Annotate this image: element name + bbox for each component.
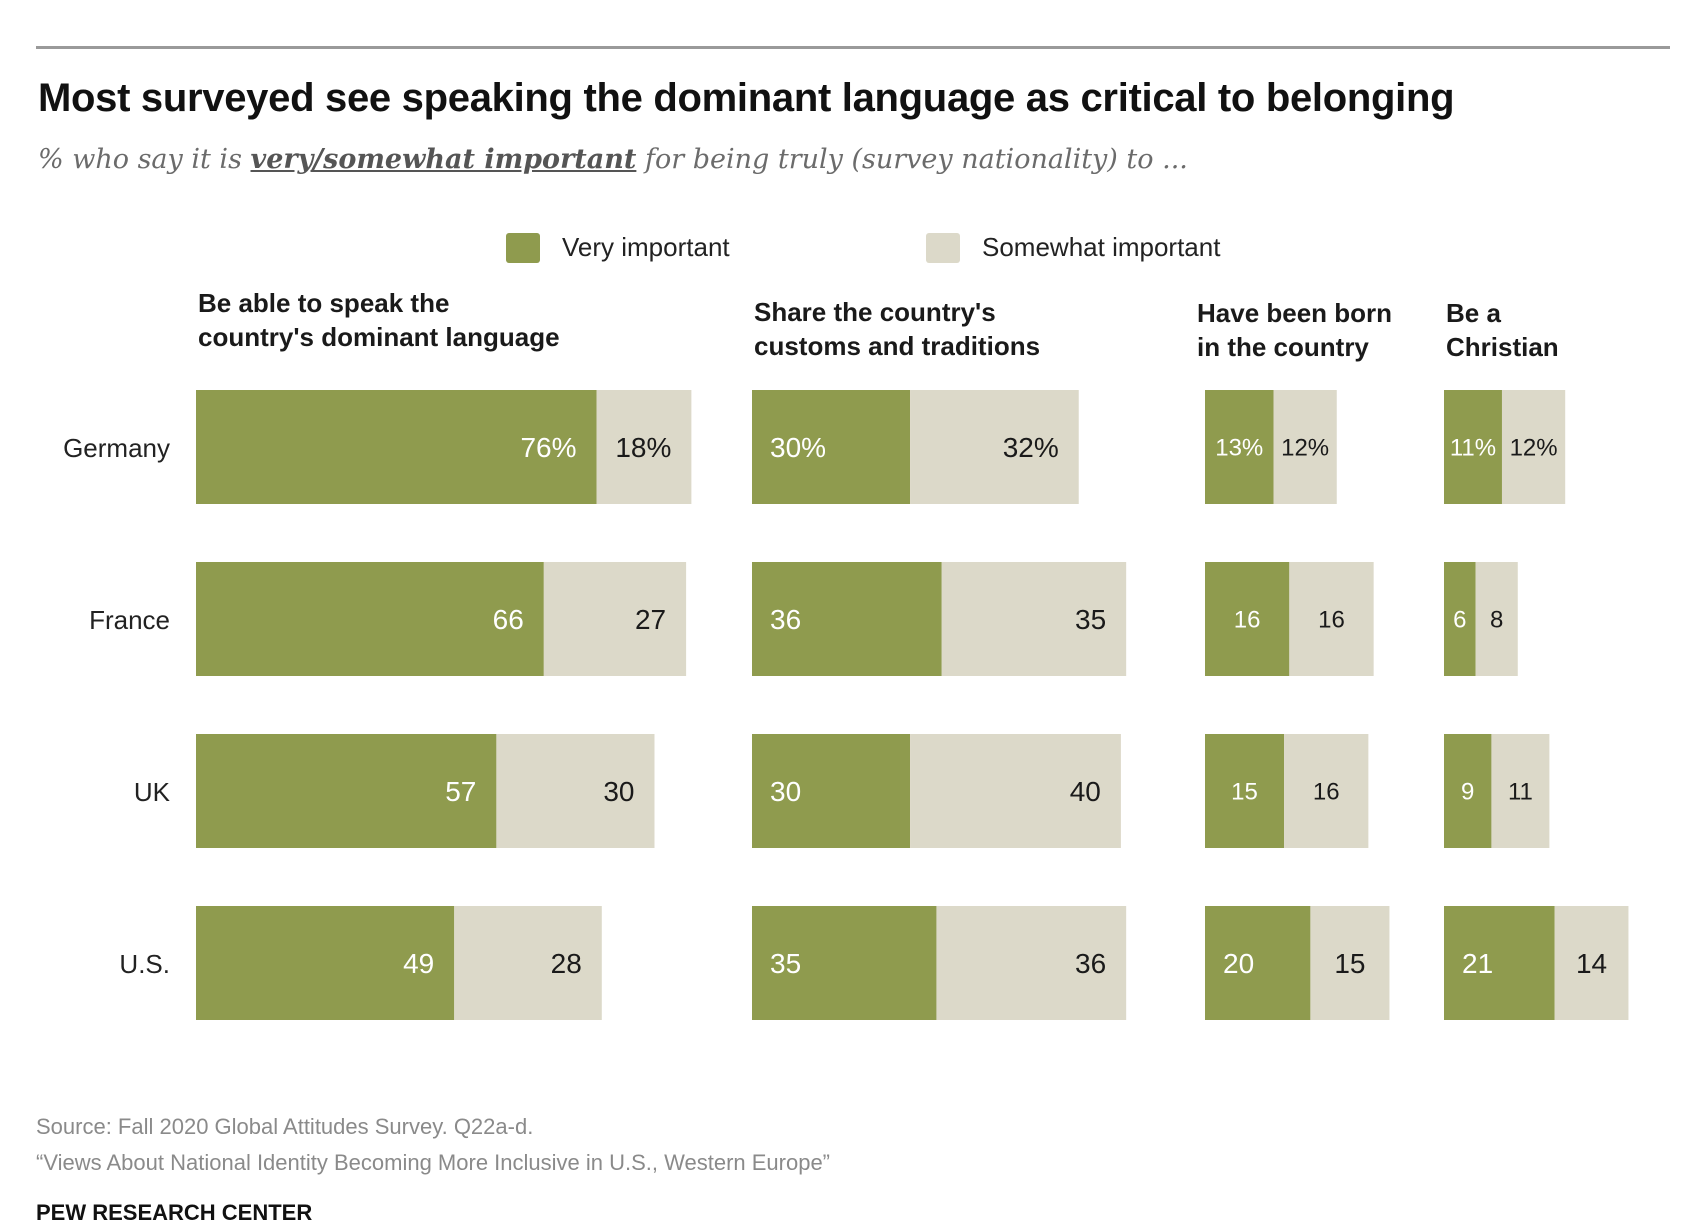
bar-christian-us-somewhat-label: 14: [1576, 948, 1607, 979]
row-label-germany: Germany: [63, 433, 170, 463]
bar-language-us-very: [196, 906, 455, 1020]
bar-language-germany-very: [196, 390, 597, 504]
bar-christian-france-very-label: 6: [1453, 607, 1466, 634]
chart-title: Most surveyed see speaking the dominant …: [38, 76, 1455, 120]
subtitle-suffix: for being truly (survey nationality) to …: [636, 144, 1188, 175]
panel-title-born-line1: Have been born: [1197, 298, 1393, 328]
bar-customs-us-somewhat: [936, 906, 1127, 1020]
panel-title-christian-line2: Christian: [1446, 332, 1559, 362]
panel-title-christian: Be a Christian: [1446, 296, 1559, 364]
panel-title-customs: Share the country's customs and traditio…: [754, 295, 1040, 363]
panel-title-christian-line1: Be a: [1446, 298, 1501, 328]
pew-brand: PEW RESEARCH CENTER: [36, 1200, 313, 1225]
legend-label-somewhat-important: Somewhat important: [982, 232, 1221, 262]
legend-label-very-important: Very important: [562, 232, 730, 262]
subtitle-prefix: % who say it is: [38, 144, 251, 175]
panel-title-born: Have been born in the country: [1197, 296, 1392, 364]
bar-customs-uk-somewhat-label: 40: [1070, 776, 1101, 807]
bar-christian-germany-very-label: 11%: [1450, 435, 1496, 462]
bar-christian-germany-very: [1444, 390, 1502, 504]
row-label-france: France: [89, 605, 170, 635]
bar-language-us-somewhat-label: 28: [551, 948, 582, 979]
legend-swatch-somewhat-important: [926, 232, 960, 263]
report-title: “Views About National Identity Becoming …: [36, 1150, 831, 1175]
bar-language-uk-very: [196, 734, 497, 848]
bar-christian-france-somewhat: [1475, 562, 1518, 676]
bar-born-us-somewhat: [1310, 906, 1390, 1020]
bar-christian-us-very-label: 21: [1462, 948, 1493, 979]
bar-language-germany-very-label: 76%: [520, 432, 576, 463]
panel-title-born-line2: in the country: [1197, 332, 1369, 362]
bar-born-us-very-label: 20: [1223, 948, 1254, 979]
bar-customs-germany-very: [752, 390, 911, 504]
bar-born-us-very: [1205, 906, 1311, 1020]
bar-customs-uk-somewhat: [910, 734, 1121, 848]
bar-language-germany-somewhat: [596, 390, 692, 504]
bar-language-us-somewhat: [454, 906, 602, 1020]
bar-language-france-somewhat-label: 27: [635, 604, 666, 635]
bar-christian-uk-somewhat-label: 11: [1508, 779, 1533, 806]
bar-christian-us-somewhat: [1554, 906, 1629, 1020]
bar-born-france-very: [1205, 562, 1290, 676]
bar-christian-uk-very-label: 9: [1461, 779, 1474, 806]
bar-language-uk-somewhat-label: 30: [603, 776, 634, 807]
bar-customs-germany-somewhat: [910, 390, 1079, 504]
row-label-us: U.S.: [119, 949, 170, 979]
bar-born-uk-very: [1205, 734, 1285, 848]
legend-somewhat-important: Somewhat important: [926, 232, 1220, 263]
bar-customs-us-very-label: 35: [770, 948, 801, 979]
legend-swatch-very-important: [506, 232, 540, 263]
bar-born-germany-very: [1205, 390, 1274, 504]
bar-christian-us-very: [1444, 906, 1555, 1020]
panel-title-customs-line1: Share the country's: [754, 297, 996, 327]
row-label-uk: UK: [133, 777, 170, 807]
bar-language-uk-very-label: 57: [445, 776, 476, 807]
bar-customs-france-somewhat: [941, 562, 1127, 676]
panel-title-language-line1: Be able to speak the: [198, 288, 450, 318]
bar-born-germany-very-label: 13%: [1215, 435, 1263, 462]
bar-christian-germany-somewhat-label: 12%: [1510, 435, 1558, 462]
bar-christian-france-very: [1444, 562, 1476, 676]
panel-title-customs-line2: customs and traditions: [754, 331, 1041, 361]
bar-christian-uk-very: [1444, 734, 1492, 848]
source-note: Source: Fall 2020 Global Attitudes Surve…: [36, 1114, 534, 1139]
bar-born-france-very-label: 16: [1234, 607, 1261, 634]
bar-customs-uk-very-label: 30: [770, 776, 801, 807]
bar-language-france-very: [196, 562, 544, 676]
bar-customs-us-very: [752, 906, 937, 1020]
bar-christian-germany-somewhat: [1501, 390, 1566, 504]
top-rule: [36, 46, 1670, 49]
bar-language-france-very-label: 66: [493, 604, 524, 635]
bar-customs-germany-very-label: 30%: [770, 432, 826, 463]
bar-christian-uk-somewhat: [1491, 734, 1550, 848]
bar-language-france-somewhat: [543, 562, 687, 676]
bar-language-us-very-label: 49: [403, 948, 434, 979]
bar-customs-germany-somewhat-label: 32%: [1003, 432, 1059, 463]
panel-title-language: Be able to speak the country's dominant …: [198, 286, 560, 354]
bar-customs-france-very: [752, 562, 942, 676]
bar-born-france-somewhat-label: 16: [1318, 607, 1345, 634]
bar-customs-france-very-label: 36: [770, 604, 801, 635]
bar-born-france-somewhat: [1289, 562, 1374, 676]
legend-very-important: Very important: [506, 232, 730, 263]
bar-born-uk-somewhat: [1284, 734, 1369, 848]
chart-subtitle: % who say it is very/somewhat important …: [38, 144, 1188, 175]
panel-title-language-line2: country's dominant language: [198, 322, 560, 352]
bar-customs-us-somewhat-label: 36: [1075, 948, 1106, 979]
bar-born-us-somewhat-label: 15: [1334, 948, 1365, 979]
bar-customs-uk-very: [752, 734, 911, 848]
bar-born-uk-very-label: 15: [1231, 779, 1258, 806]
bar-born-germany-somewhat: [1273, 390, 1337, 504]
subtitle-emphasis: very/somewhat important: [250, 144, 637, 175]
bar-customs-france-somewhat-label: 35: [1075, 604, 1106, 635]
bar-born-uk-somewhat-label: 16: [1313, 779, 1340, 806]
bar-christian-france-somewhat-label: 8: [1490, 607, 1503, 634]
bar-born-germany-somewhat-label: 12%: [1281, 435, 1329, 462]
bar-language-uk-somewhat: [496, 734, 655, 848]
bar-language-germany-somewhat-label: 18%: [615, 432, 671, 463]
